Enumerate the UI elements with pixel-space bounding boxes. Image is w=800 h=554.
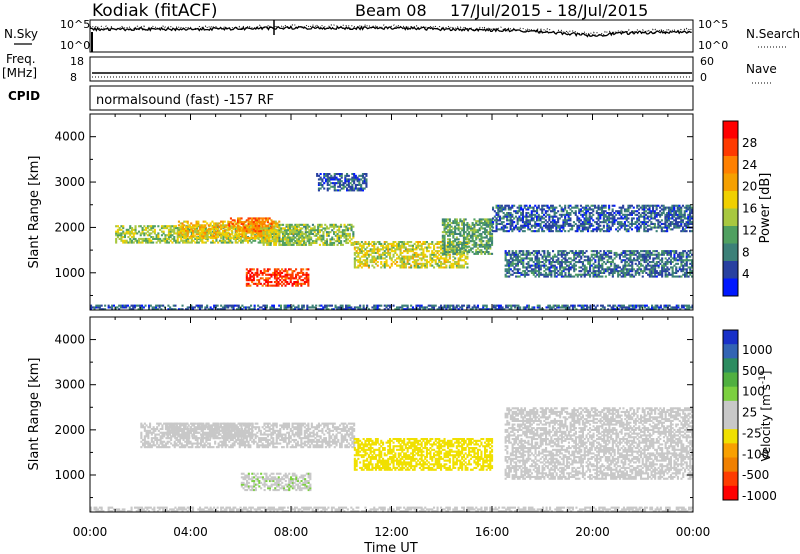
cpid-label: CPID	[8, 89, 40, 103]
velocity-colorbar-swatch	[723, 415, 738, 430]
nsky-label: N.Sky	[4, 27, 38, 41]
power-colorbar-swatch	[723, 173, 738, 192]
x-tick-label: 16:00	[475, 525, 510, 539]
power-region	[90, 304, 693, 310]
velocity-colorbar-swatch	[723, 443, 738, 458]
x-tick-label: 08:00	[274, 525, 309, 539]
power-colorbar-tick: 20	[742, 180, 757, 194]
velocity-colorbar-tick: 500	[742, 364, 765, 378]
power-ytick-label: 4000	[54, 130, 85, 144]
x-tick-label: 12:00	[374, 525, 409, 539]
velocity-colorbar-swatch	[723, 386, 738, 402]
power-region	[441, 218, 494, 255]
power-ytick-label: 1000	[54, 266, 85, 280]
cpid-row: CPID normalsound (fast) -157 RF	[8, 85, 694, 111]
power-colorbar-tick: 24	[742, 158, 757, 172]
power-colorbar-swatch	[723, 243, 738, 262]
power-colorbar-tick: 28	[742, 136, 757, 150]
nsearch-trace	[90, 23, 693, 37]
velocity-panel: 1000 2000 3000 4000 Slant Range [km]	[27, 316, 694, 513]
power-colorbar-swatch	[723, 121, 738, 139]
power-region	[504, 250, 693, 278]
power-colorbar-swatch	[723, 261, 738, 279]
x-tick-label: 00:00	[73, 525, 108, 539]
power-ytick-label: 3000	[54, 175, 85, 189]
power-colorbar-swatch	[723, 208, 738, 227]
station-title: Kodiak (fitACF)	[92, 1, 218, 21]
nave-tick-bottom: 0	[700, 71, 707, 84]
velocity-colorbar-tick: -25	[742, 426, 762, 440]
date-range-title: 17/Jul/2015 - 18/Jul/2015	[450, 1, 648, 20]
velocity-colorbar-tick: 100	[742, 385, 765, 399]
velocity-colorbar-swatch	[723, 485, 738, 501]
freq-tick-top: 18	[70, 55, 84, 68]
beam-title: Beam 08	[355, 1, 427, 20]
power-colorbar-tick: 4	[742, 267, 750, 281]
power-ylabel: Slant Range [km]	[27, 156, 42, 269]
velocity-region	[504, 407, 693, 480]
velocity-colorbar-swatch	[723, 358, 738, 373]
nsky-tick-top: 10^5	[60, 18, 90, 31]
x-tick-label: 04:00	[173, 525, 208, 539]
cpid-text: normalsound (fast) -157 RF	[96, 93, 274, 108]
power-colorbar-tick: 12	[742, 223, 757, 237]
velocity-ytick-label: 1000	[54, 468, 85, 482]
freq-label: Freq.	[6, 52, 36, 66]
power-colorbar-swatch	[723, 226, 738, 244]
nsky-trace	[89, 25, 692, 38]
velocity-colorbar-swatch	[723, 372, 738, 388]
freq-tick-bottom: 8	[70, 71, 77, 84]
velocity-ylabel: Slant Range [km]	[27, 358, 42, 471]
velocity-colorbar-swatch	[723, 471, 738, 487]
nsearch-tick-top: 10^5	[698, 18, 728, 31]
velocity-colorbar-swatch	[723, 429, 738, 444]
velocity-colorbar-swatch	[723, 400, 738, 416]
velocity-colorbar-label: Velocity [m s-1]	[758, 371, 773, 462]
velocity-ytick-label: 4000	[54, 333, 85, 347]
velocity-region	[353, 438, 494, 471]
power-colorbar-tick: 16	[742, 202, 757, 216]
power-colorbar-swatch	[723, 138, 738, 157]
velocity-colorbar-tick: 25	[742, 406, 757, 420]
nsky-panel: N.Sky 10^5 10^0 10^5 10^0 N.Search	[4, 18, 800, 53]
power-colorbar-swatch	[723, 191, 738, 209]
freq-unit: [MHz]	[2, 66, 37, 80]
power-colorbar-swatch	[723, 156, 738, 174]
velocity-ytick-label: 3000	[54, 378, 85, 392]
nsky-tick-bottom: 10^0	[60, 39, 90, 52]
nave-tick-top: 60	[700, 55, 714, 68]
time-axis: 00:00 04:00 08:00 12:00 16:00 20:00 00:00	[73, 525, 711, 539]
power-colorbar-label: Power [dB]	[758, 173, 773, 244]
velocity-colorbar-tick: -1000	[742, 489, 777, 503]
power-region	[316, 173, 368, 192]
nave-label: Nave	[746, 62, 777, 76]
velocity-colorbar-tick: -500	[742, 468, 769, 482]
velocity-region	[165, 422, 254, 440]
velocity-colorbar-swatch	[723, 457, 738, 473]
power-colorbar-tick: 8	[742, 245, 750, 259]
freq-panel: Freq. [MHz] 18 8 60 0 Nave	[2, 52, 777, 84]
velocity-colorbar: 1000 500 100 25 -25 -100 -500 -1000 Velocity [m…	[722, 329, 777, 503]
velocity-region	[90, 506, 693, 512]
power-region	[278, 223, 355, 246]
x-tick-label: 00:00	[676, 525, 711, 539]
velocity-colorbar-swatch	[723, 344, 738, 359]
velocity-colorbar-tick: 1000	[742, 343, 773, 357]
x-tick-label: 20:00	[575, 525, 610, 539]
nsearch-label: N.Search	[746, 27, 800, 41]
power-region	[245, 268, 310, 287]
velocity-colorbar-tick: -100	[742, 447, 769, 461]
power-colorbar: 28 24 20 16 12 8 4 Power [dB]	[722, 120, 773, 297]
power-region	[492, 204, 693, 233]
velocity-ytick-label: 2000	[54, 423, 85, 437]
power-panel: 1000 2000 3000 4000 Slant Range [km]	[27, 113, 694, 311]
velocity-colorbar-swatch	[723, 330, 738, 345]
nsearch-tick-bottom: 10^0	[698, 39, 728, 52]
power-ytick-label: 2000	[54, 220, 85, 234]
x-axis-label: Time UT	[363, 541, 417, 554]
velocity-region	[240, 472, 312, 492]
power-colorbar-swatch	[723, 278, 738, 297]
